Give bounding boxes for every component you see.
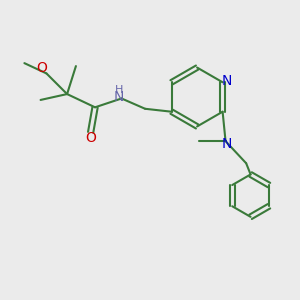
Text: O: O <box>37 61 47 75</box>
Text: N: N <box>114 90 124 104</box>
Text: H: H <box>115 85 123 95</box>
Text: O: O <box>85 131 96 145</box>
Text: N: N <box>222 74 232 88</box>
Text: N: N <box>222 136 232 151</box>
